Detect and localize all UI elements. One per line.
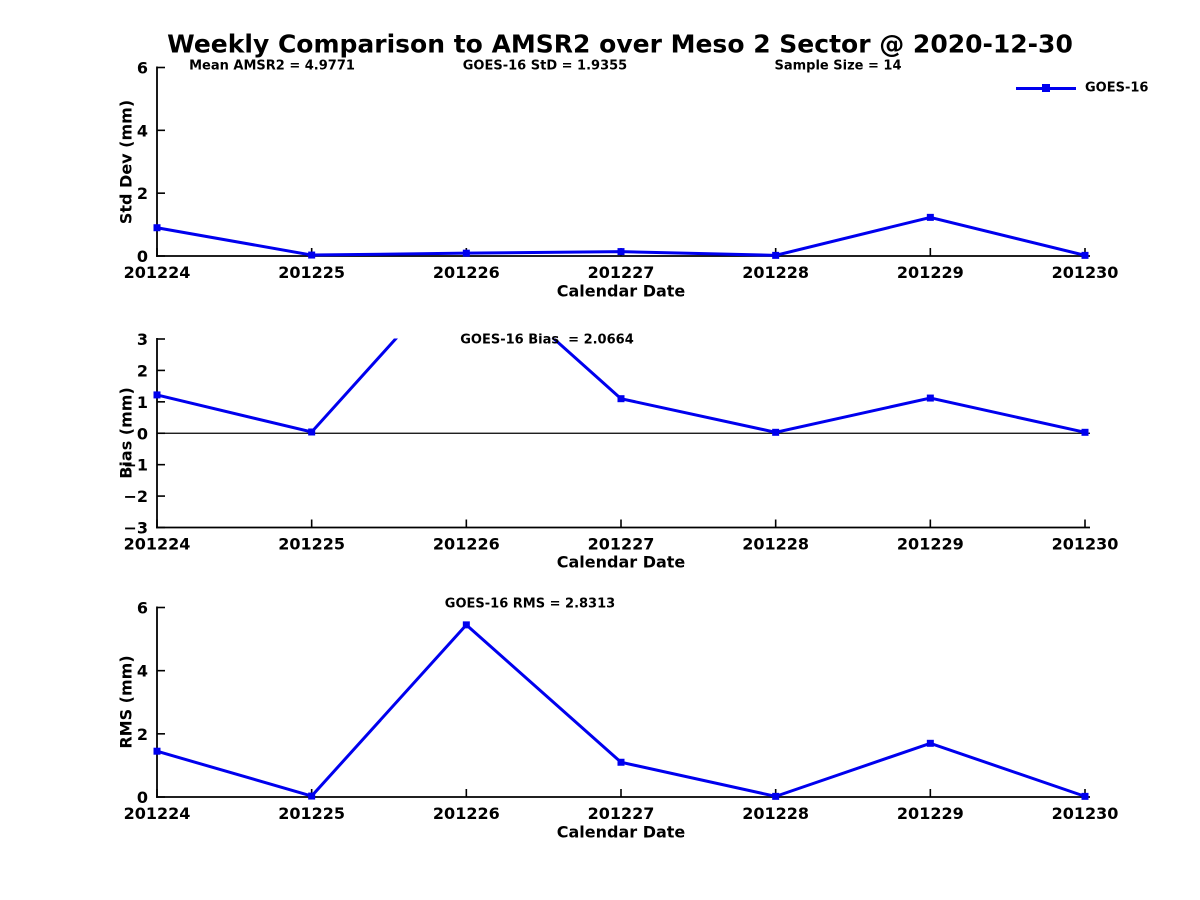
x-tick-label: 201227 (588, 535, 655, 554)
figure-title: Weekly Comparison to AMSR2 over Meso 2 S… (167, 29, 1073, 59)
data-point-marker (1081, 792, 1089, 800)
data-point-marker (308, 251, 316, 259)
x-tick-label: 201228 (742, 804, 809, 823)
y-tick-label: 2 (137, 184, 148, 203)
data-point-marker (1081, 428, 1089, 436)
data-point-marker (308, 792, 316, 800)
data-point-marker (153, 747, 161, 755)
x-tick-label: 201225 (278, 804, 345, 823)
x-tick-label: 201228 (742, 535, 809, 554)
y-axis-label-bias: Bias (mm) (116, 387, 136, 479)
annotation-mean-amsr2: Mean AMSR2 = 4.9771 (189, 58, 355, 74)
y-tick-label: 0 (137, 424, 148, 443)
y-tick-label: 3 (137, 330, 148, 349)
legend: GOES-16 (1010, 78, 1190, 100)
x-tick-label: 201224 (124, 535, 191, 554)
data-point-marker (462, 621, 470, 629)
goes16-line (156, 622, 1086, 798)
data-point-marker (1081, 251, 1089, 259)
data-point-marker (617, 395, 625, 403)
x-tick-label: 201229 (897, 804, 964, 823)
y-tick-label: 2 (137, 725, 148, 744)
chart-2: 201224 201225 201226 201227 201228 201229 2012… (123, 330, 1119, 554)
annotation-goes16-std: GOES-16 StD = 1.9355 (462, 58, 628, 74)
x-tick-label: 201227 (588, 804, 655, 823)
x-tick-label: 201224 (124, 804, 191, 823)
y-tick-label: 4 (137, 662, 148, 681)
y-tick-label: 0 (137, 247, 148, 266)
x-tick-label: 201226 (433, 804, 500, 823)
data-point-marker (772, 251, 780, 259)
x-axis-label-calendar-date-1: Calendar Date (556, 281, 686, 301)
y-axis-label-std-dev: Std Dev (mm) (116, 99, 136, 225)
y-tick-label: 1 (137, 393, 148, 412)
y-tick-label: −3 (123, 519, 148, 538)
data-point-marker (617, 758, 625, 766)
y-tick-label: 0 (137, 788, 148, 807)
legend-label: GOES-16 (1085, 80, 1149, 96)
x-tick-label: 201230 (1052, 804, 1119, 823)
x-tick-label: 201226 (433, 263, 500, 282)
x-tick-label: 201229 (897, 535, 964, 554)
y-tick-label: 2 (137, 361, 148, 380)
chart-3: 201224 201225 201226 201227 201228 201229 2012… (124, 599, 1119, 824)
data-point-marker (926, 213, 934, 221)
legend-marker-icon (1042, 84, 1050, 92)
data-point-marker (462, 249, 470, 257)
y-axis-label-rms: RMS (mm) (116, 655, 136, 749)
x-axis-label-calendar-date-2: Calendar Date (556, 552, 686, 572)
x-tick-label: 201228 (742, 263, 809, 282)
y-tick-label: −1 (123, 456, 148, 475)
data-point-marker (772, 428, 780, 436)
x-tick-label: 201227 (588, 263, 655, 282)
data-point-marker (772, 792, 780, 800)
annotation-sample-size: Sample Size = 14 (774, 58, 902, 74)
data-point-marker (153, 391, 161, 399)
data-point-marker (308, 428, 316, 436)
x-tick-label: 201230 (1052, 535, 1119, 554)
x-tick-label: 201229 (897, 263, 964, 282)
data-point-marker (926, 394, 934, 402)
y-tick-label: 6 (137, 59, 148, 78)
y-tick-label: −2 (123, 487, 148, 506)
chart-1: 201224 201225 201226 201227 201228 201229 2012… (124, 59, 1119, 283)
data-point-marker (153, 224, 161, 232)
x-tick-label: 201230 (1052, 263, 1119, 282)
annotation-goes16-bias: GOES-16 Bias = 2.0664 (460, 332, 634, 348)
x-tick-label: 201225 (278, 263, 345, 282)
x-tick-label: 201224 (124, 263, 191, 282)
y-tick-label: 6 (137, 599, 148, 618)
x-axis-label-calendar-date-3: Calendar Date (556, 822, 686, 842)
x-tick-label: 201226 (433, 535, 500, 554)
y-tick-label: 4 (137, 121, 148, 140)
annotation-goes16-rms: GOES-16 RMS = 2.8313 (444, 596, 616, 612)
data-point-marker (617, 248, 625, 256)
data-point-marker (926, 739, 934, 747)
x-tick-label: 201225 (278, 535, 345, 554)
